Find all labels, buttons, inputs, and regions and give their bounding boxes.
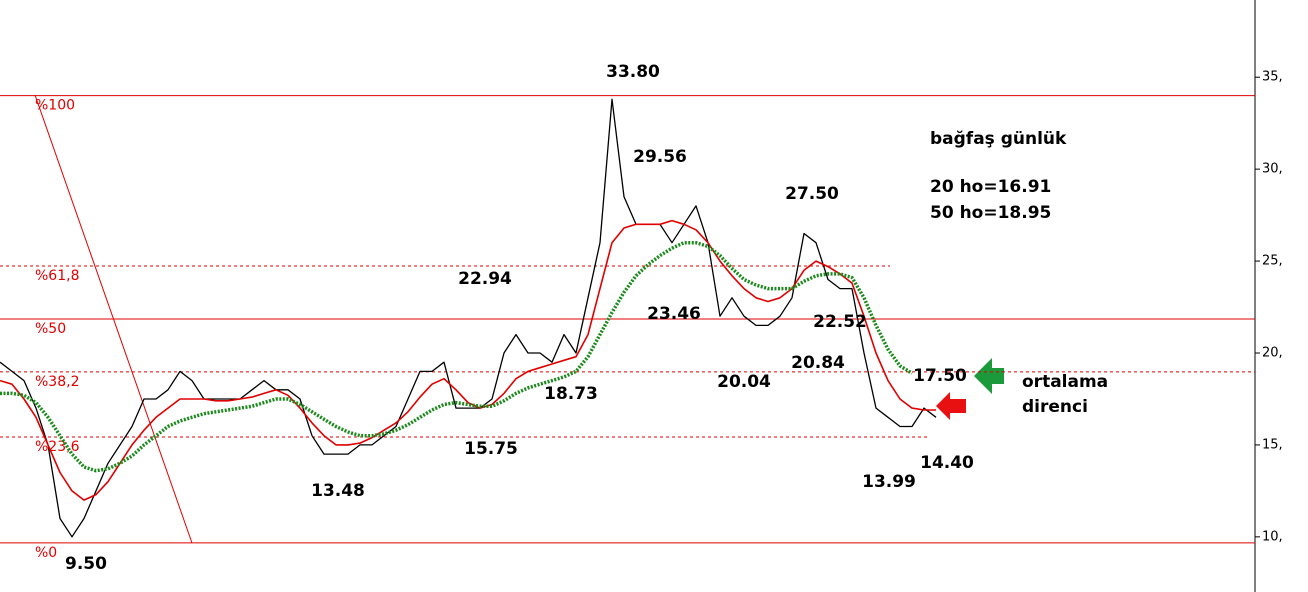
price-annotation: 13.48 xyxy=(311,481,365,501)
fib-label: %50 xyxy=(35,321,66,337)
price-annotation: 29.56 xyxy=(633,147,687,167)
green-arrow xyxy=(974,358,1004,394)
fib-label: %100 xyxy=(35,98,75,114)
price-annotation: 20.04 xyxy=(717,372,771,392)
price-annotation: 18.73 xyxy=(544,384,598,404)
price-annotation: 15.75 xyxy=(464,439,518,459)
price-annotation: 17.50 xyxy=(913,366,967,386)
price-annotation: 22.52 xyxy=(813,312,867,332)
y-tick-label: 25, xyxy=(1262,254,1283,269)
price-annotation: 23.46 xyxy=(647,304,701,324)
note: 50 ho=18.95 xyxy=(930,203,1051,223)
series-line xyxy=(0,219,936,501)
y-tick-label: 20, xyxy=(1262,345,1283,360)
red-arrow xyxy=(936,392,966,420)
fib-label: %38,2 xyxy=(35,374,79,390)
y-tick-label: 30, xyxy=(1262,162,1283,177)
price-annotation: 27.50 xyxy=(785,184,839,204)
price-annotation: 20.84 xyxy=(791,353,845,373)
y-tick-label: 15, xyxy=(1262,437,1283,452)
series-line xyxy=(0,240,913,473)
fib-label: %23,6 xyxy=(35,439,80,455)
arrow-note: ortalama xyxy=(1022,372,1108,392)
note: 20 ho=16.91 xyxy=(930,177,1051,197)
price-annotation: 22.94 xyxy=(458,269,512,289)
arrow-note: direnci xyxy=(1022,397,1088,417)
series-line xyxy=(0,98,937,538)
fib-label: %0 xyxy=(35,545,57,561)
price-annotation: 14.40 xyxy=(920,453,974,473)
price-annotation: 33.80 xyxy=(606,62,660,82)
price-annotation: 13.99 xyxy=(862,472,916,492)
fib-label: %61,8 xyxy=(35,268,79,284)
price-annotation: 9.50 xyxy=(65,554,107,574)
note: bağfaş günlük xyxy=(930,129,1067,149)
y-tick-label: 10, xyxy=(1262,529,1283,544)
y-tick-label: 35, xyxy=(1262,70,1283,85)
